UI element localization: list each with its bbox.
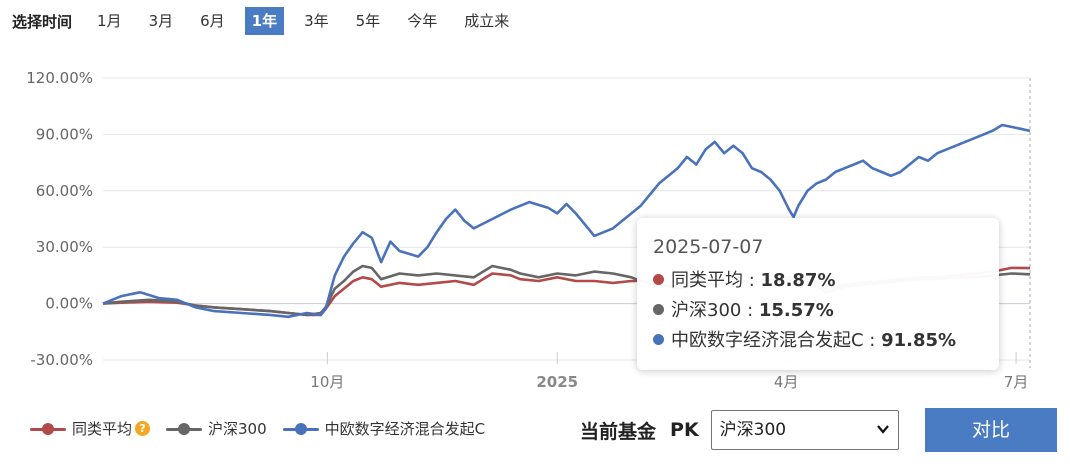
legend-line-icon: [30, 422, 66, 436]
select-value: 沪深300: [719, 420, 787, 440]
y-tick-label: 90.00%: [36, 125, 93, 143]
chevron-down-icon: [876, 411, 890, 463]
tooltip-row-fund: 中欧数字经济混合发起C : 91.85%: [653, 328, 956, 354]
y-tick-label: 0.00%: [45, 295, 93, 313]
legend-label: 中欧数字经济混合发起C: [324, 420, 486, 438]
legend-line-icon: [166, 422, 203, 436]
time-range-selector: 选择时间 1月 3月 6月 1年 3年 5年 今年 成立来: [12, 7, 529, 35]
range-option-1m[interactable]: 1月: [97, 12, 122, 30]
tooltip-row-category-avg: 同类平均 : 18.87%: [653, 268, 836, 294]
compare-area: 当前基金 PK 沪深300: [580, 408, 899, 452]
legend-item-category-avg[interactable]: 同类平均 ?: [30, 418, 151, 439]
tooltip-row-hs300: 沪深300 : 15.57%: [653, 298, 834, 324]
tooltip-label: 中欧数字经济混合发起C :: [671, 330, 882, 351]
y-tick-label: 120.00%: [26, 69, 93, 87]
tooltip-value: 18.87%: [760, 270, 836, 291]
tooltip-date: 2025-07-07: [653, 236, 764, 258]
legend-label: 同类平均: [72, 420, 133, 438]
compare-button[interactable]: 对比: [925, 408, 1057, 452]
y-tick-label: 30.00%: [36, 238, 93, 256]
x-tick-label: 4月: [774, 373, 799, 391]
chart-tooltip: 2025-07-07 同类平均 : 18.87% 沪深300 : 15.57% …: [637, 218, 999, 370]
tooltip-value: 15.57%: [758, 300, 834, 321]
range-option-3y[interactable]: 3年: [304, 12, 329, 30]
range-option-ytd[interactable]: 今年: [407, 12, 438, 30]
legend-item-fund[interactable]: 中欧数字经济混合发起C: [282, 418, 486, 439]
range-option-3m[interactable]: 3月: [148, 12, 174, 30]
legend-label: 沪深300: [208, 420, 267, 438]
range-option-5y[interactable]: 5年: [355, 12, 381, 30]
tooltip-label: 沪深300 :: [671, 300, 759, 321]
series-dot-icon: [653, 273, 664, 285]
x-tick-label: 2025: [536, 373, 578, 391]
range-option-6m[interactable]: 6月: [200, 12, 225, 30]
y-tick-label: 60.00%: [36, 182, 93, 200]
series-line: [102, 123, 1031, 319]
current-fund-label: 当前基金: [580, 420, 657, 443]
tooltip-value: 91.85%: [881, 330, 957, 351]
chart-legend: 同类平均 ? 沪深300 中欧数字经济混合发起C: [30, 418, 501, 439]
legend-line-icon: [282, 422, 319, 436]
series-dot-icon: [653, 333, 664, 345]
y-tick-label: -30.00%: [30, 351, 93, 369]
series-dot-icon: [653, 303, 664, 315]
range-option-1y[interactable]: 1年: [244, 7, 285, 35]
tooltip-label: 同类平均 :: [671, 270, 761, 291]
range-option-inception[interactable]: 成立来: [464, 12, 510, 30]
benchmark-select[interactable]: 沪深300: [710, 410, 899, 450]
x-tick-label: 10月: [310, 373, 344, 391]
legend-item-hs300[interactable]: 沪深300: [166, 418, 267, 439]
range-label: 选择时间: [12, 12, 73, 31]
pk-label: PK: [670, 419, 699, 441]
help-icon[interactable]: ?: [135, 421, 151, 436]
x-tick-label: 7月: [1004, 373, 1029, 391]
